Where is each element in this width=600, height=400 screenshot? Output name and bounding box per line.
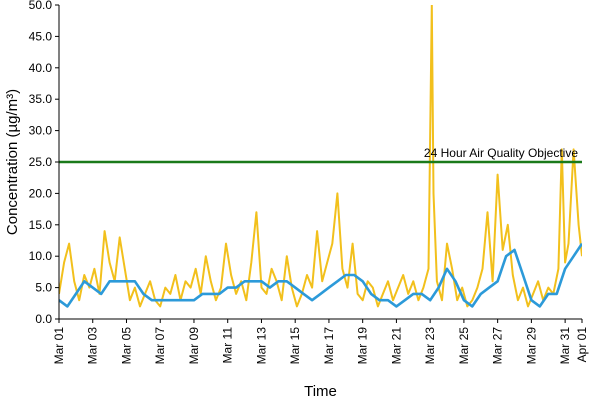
y-tick-label: 15.0 <box>29 218 53 232</box>
plot-area <box>59 5 582 308</box>
x-axis-title: Time <box>304 383 337 400</box>
x-tick-label: Mar 11 <box>221 327 235 364</box>
hourly-concentration-line <box>59 5 582 308</box>
x-tick-label: Mar 17 <box>322 327 336 365</box>
rolling-average-line <box>59 242 582 308</box>
y-tick-label: 0.0 <box>35 312 52 326</box>
objective-label: 24 Hour Air Quality Objective <box>424 146 578 160</box>
y-tick-label: 40.0 <box>29 61 53 75</box>
x-tick-label: Mar 15 <box>288 327 302 365</box>
x-tick-label: Mar 05 <box>120 327 134 365</box>
x-tick-label: Mar 07 <box>153 327 167 365</box>
x-tick-label: Mar 25 <box>457 327 471 365</box>
x-tick-label: Apr 01 <box>575 327 589 363</box>
y-tick-label: 30.0 <box>29 124 53 138</box>
y-tick-label: 10.0 <box>29 249 53 263</box>
x-tick-label: Mar 03 <box>86 327 100 365</box>
y-tick-label: 20.0 <box>29 186 53 200</box>
y-tick-label: 35.0 <box>29 92 53 106</box>
y-tick-label: 50.0 <box>29 0 53 12</box>
x-tick-label: Mar 31 <box>558 327 572 365</box>
x-tick-label: Mar 19 <box>356 327 370 365</box>
x-tick-label: Mar 29 <box>524 327 538 365</box>
y-axis-title: Concentration (µg/m³) <box>4 89 21 235</box>
x-tick-label: Mar 21 <box>389 327 403 365</box>
x-tick-label: Mar 13 <box>255 327 269 365</box>
x-tick-label: Mar 09 <box>187 327 201 365</box>
axes: 0.0 5.0 10.0 15.0 20.0 25.0 30.0 35.0 40.0 45.0 50… <box>29 0 589 364</box>
x-tick-label: Mar 23 <box>423 327 437 365</box>
x-tick-label: Mar 27 <box>491 327 505 365</box>
y-tick-label: 45.0 <box>29 29 53 43</box>
x-tick-label: Mar 01 <box>52 327 66 365</box>
y-tick-label: 25.0 <box>29 155 53 169</box>
y-tick-label: 5.0 <box>35 281 52 295</box>
